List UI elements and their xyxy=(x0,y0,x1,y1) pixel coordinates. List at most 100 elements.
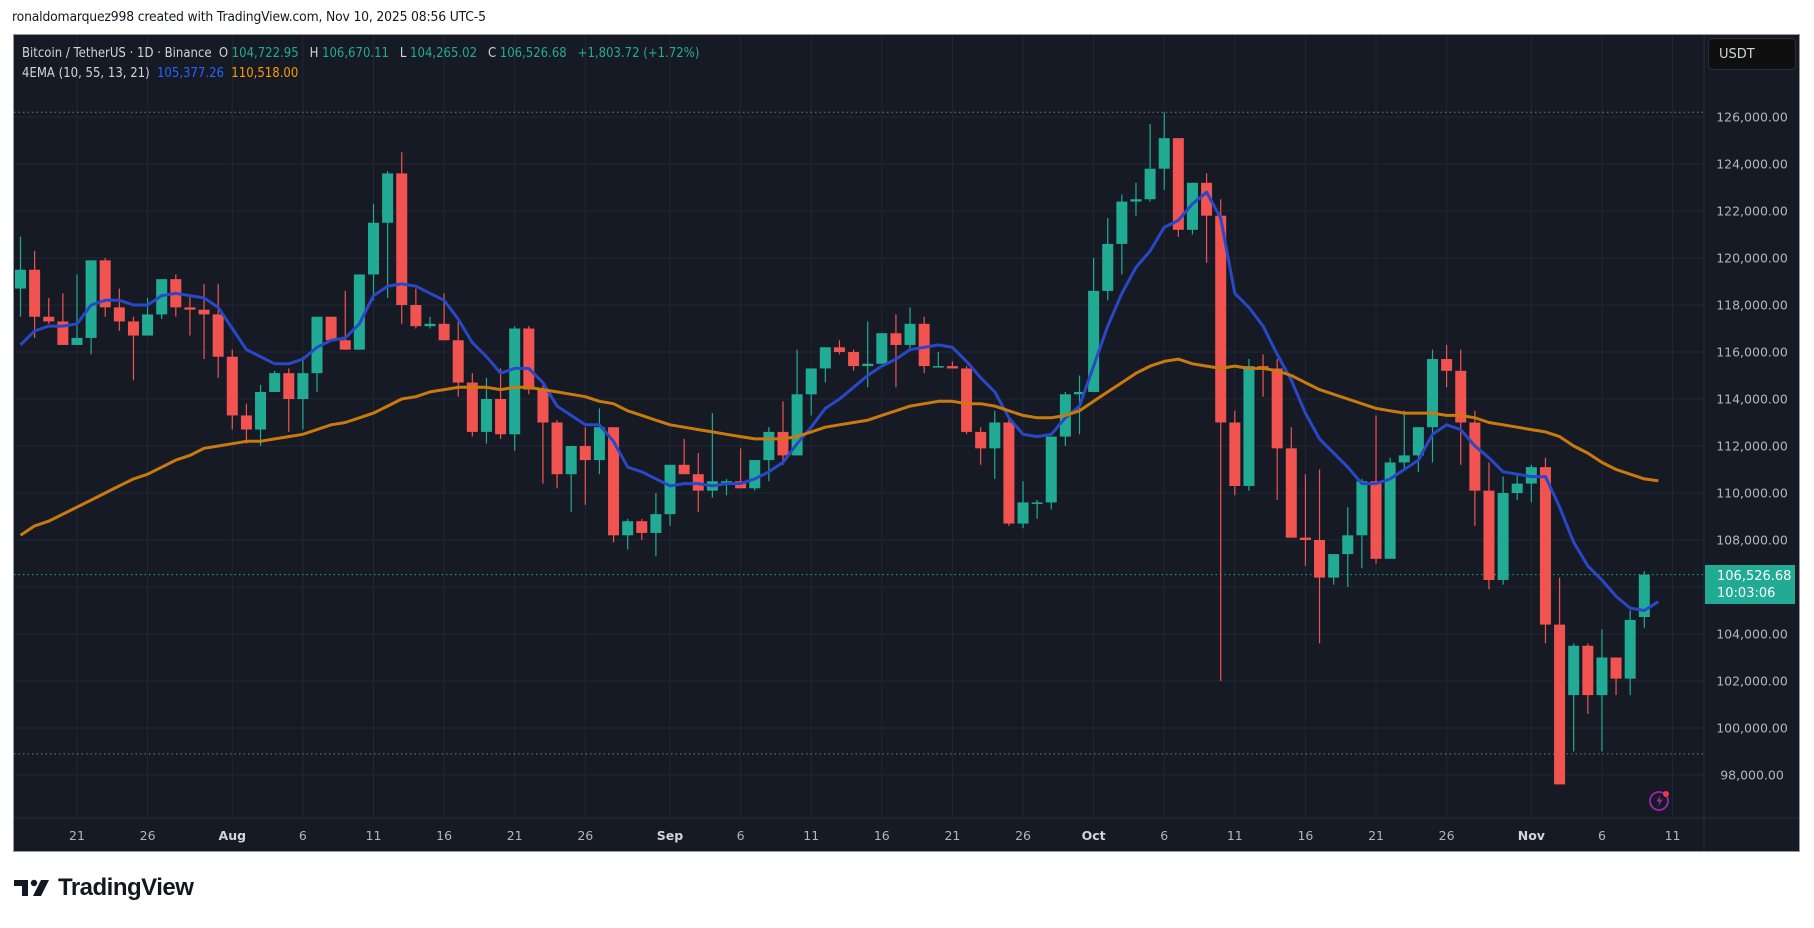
candle[interactable] xyxy=(1596,657,1608,696)
candle[interactable] xyxy=(678,464,690,475)
candle[interactable] xyxy=(1539,467,1551,625)
candle[interactable] xyxy=(819,347,831,369)
candle[interactable] xyxy=(480,399,492,432)
candle[interactable] xyxy=(650,514,662,533)
candle[interactable] xyxy=(805,368,817,395)
candle[interactable] xyxy=(1412,427,1424,456)
candle[interactable] xyxy=(1568,645,1580,696)
candle[interactable] xyxy=(1088,290,1100,392)
candle[interactable] xyxy=(1201,182,1213,216)
candle[interactable] xyxy=(537,389,549,423)
candle[interactable] xyxy=(113,307,125,322)
candle[interactable] xyxy=(1455,370,1467,423)
candle[interactable] xyxy=(1271,368,1283,449)
candle[interactable] xyxy=(226,356,238,416)
candle[interactable] xyxy=(932,366,944,368)
candle[interactable] xyxy=(608,427,620,536)
candle[interactable] xyxy=(198,309,210,315)
candle[interactable] xyxy=(353,274,365,350)
candle[interactable] xyxy=(466,382,478,432)
symbol-title[interactable]: Bitcoin / TetherUS · 1D · Binance xyxy=(22,46,212,61)
candle[interactable] xyxy=(862,363,874,367)
candle[interactable] xyxy=(1144,168,1156,200)
candle[interactable] xyxy=(1469,422,1481,491)
candle[interactable] xyxy=(791,394,803,456)
candle[interactable] xyxy=(410,305,422,327)
candle[interactable] xyxy=(975,431,987,449)
candle[interactable] xyxy=(495,399,507,435)
candle[interactable] xyxy=(297,373,309,399)
candle[interactable] xyxy=(283,373,295,399)
candle[interactable] xyxy=(1186,182,1198,230)
candle[interactable] xyxy=(212,314,224,357)
candle[interactable] xyxy=(1285,448,1297,538)
candle[interactable] xyxy=(721,481,732,483)
lightning-alert-icon[interactable] xyxy=(1648,788,1672,812)
candle[interactable] xyxy=(452,340,464,383)
candle[interactable] xyxy=(43,316,55,322)
candle[interactable] xyxy=(1441,359,1453,371)
candle[interactable] xyxy=(396,173,408,305)
candle[interactable] xyxy=(1031,502,1043,504)
candle[interactable] xyxy=(127,321,139,336)
candle[interactable] xyxy=(1314,540,1326,578)
indicator-title[interactable]: 4EMA (10, 55, 13, 21) xyxy=(22,66,150,81)
candle[interactable] xyxy=(1116,201,1128,244)
candle[interactable] xyxy=(904,323,916,345)
candle[interactable] xyxy=(142,314,154,336)
candle[interactable] xyxy=(509,328,521,435)
candle[interactable] xyxy=(777,431,789,456)
candle[interactable] xyxy=(876,333,888,364)
candle[interactable] xyxy=(1370,481,1382,559)
candle[interactable] xyxy=(269,373,281,392)
candle[interactable] xyxy=(1003,422,1015,524)
candle[interactable] xyxy=(1215,215,1227,423)
candle[interactable] xyxy=(240,415,252,430)
candle[interactable] xyxy=(255,391,267,430)
candle[interactable] xyxy=(1328,554,1340,578)
candle[interactable] xyxy=(1638,574,1650,618)
candle[interactable] xyxy=(763,431,775,461)
candle[interactable] xyxy=(1554,624,1566,785)
candle[interactable] xyxy=(1342,535,1354,555)
candle[interactable] xyxy=(382,173,394,223)
candle[interactable] xyxy=(1045,436,1057,503)
candle[interactable] xyxy=(1427,359,1438,428)
candle[interactable] xyxy=(1102,243,1114,291)
candle[interactable] xyxy=(918,323,930,367)
candle[interactable] xyxy=(1158,138,1170,169)
candle[interactable] xyxy=(325,316,337,341)
candle[interactable] xyxy=(565,446,577,475)
candle[interactable] xyxy=(749,460,761,489)
candle[interactable] xyxy=(622,521,634,536)
candle[interactable] xyxy=(339,340,351,350)
candle[interactable] xyxy=(311,316,323,374)
candle[interactable] xyxy=(368,222,379,275)
candle[interactable] xyxy=(1483,490,1495,580)
candle[interactable] xyxy=(1299,537,1311,540)
candle[interactable] xyxy=(579,446,591,461)
candle[interactable] xyxy=(1384,462,1396,559)
candle[interactable] xyxy=(1610,657,1622,679)
candle[interactable] xyxy=(1624,619,1636,679)
candle[interactable] xyxy=(1074,391,1085,395)
candle[interactable] xyxy=(989,422,1001,449)
candle[interactable] xyxy=(848,352,860,367)
candle[interactable] xyxy=(1582,645,1594,696)
candle[interactable] xyxy=(1511,483,1523,493)
candle[interactable] xyxy=(57,321,69,345)
candle[interactable] xyxy=(29,269,41,317)
candle[interactable] xyxy=(1243,366,1255,486)
candle[interactable] xyxy=(1017,502,1029,524)
candle[interactable] xyxy=(1130,199,1142,202)
candle[interactable] xyxy=(438,323,450,341)
candle[interactable] xyxy=(85,260,97,338)
candle[interactable] xyxy=(664,464,676,515)
candle[interactable] xyxy=(523,328,535,390)
tradingview-logo[interactable]: TradingView xyxy=(14,874,194,902)
candle[interactable] xyxy=(15,269,26,289)
candle[interactable] xyxy=(636,521,648,533)
candle[interactable] xyxy=(946,366,958,369)
candle[interactable] xyxy=(593,427,605,461)
